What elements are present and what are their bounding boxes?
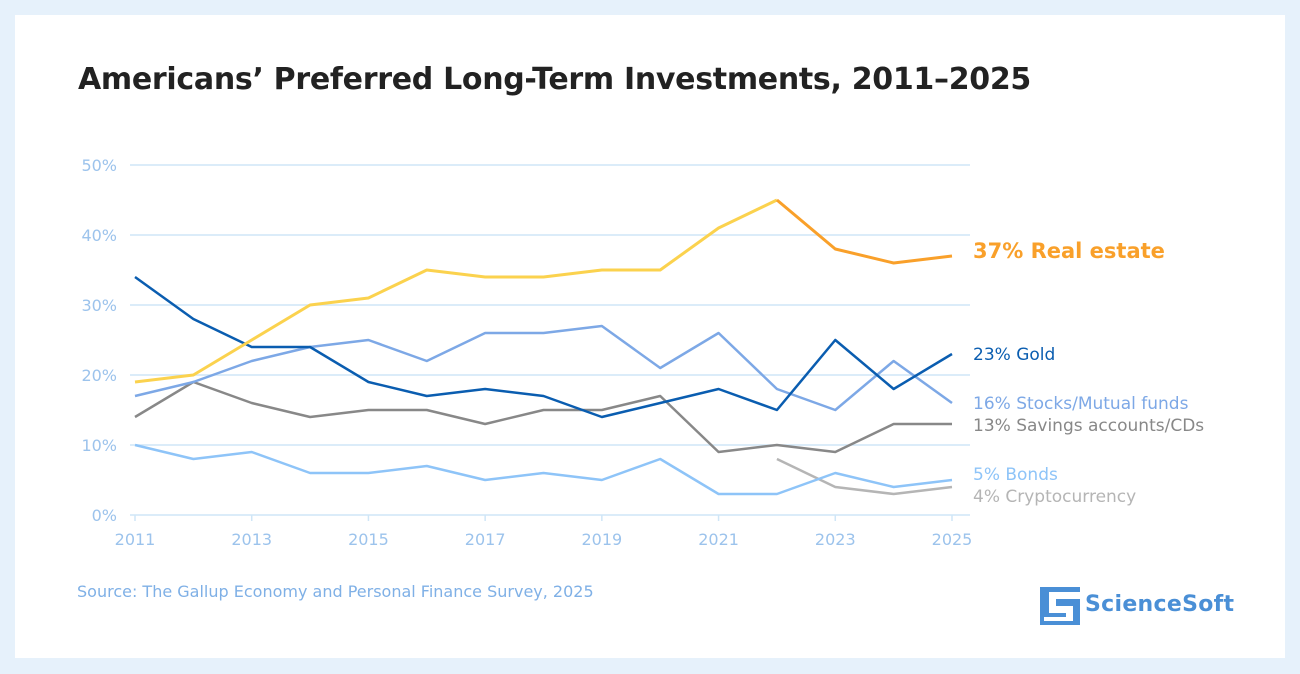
x-tick-label: 2011 (115, 530, 156, 549)
series-label-bonds: 5% Bonds (973, 465, 1058, 485)
series-line-savings-accounts-cds (134, 380, 952, 454)
chart-card: Americans’ Preferred Long-Term Investmen… (15, 15, 1285, 658)
y-tick-label: 0% (92, 506, 117, 525)
x-tick-label: 2013 (231, 530, 272, 549)
y-tick-label: 10% (81, 436, 117, 455)
x-tick-label: 2017 (465, 530, 506, 549)
x-tick-label: 2019 (581, 530, 622, 549)
x-tick-label: 2021 (698, 530, 739, 549)
y-tick-label: 30% (81, 296, 117, 315)
line-chart: 0% 10% 20% 30% 40% 50% 2011 2013 2015 2017 2019 202… (81, 156, 1204, 549)
x-tick-label: 2025 (932, 530, 973, 549)
y-tick-label: 50% (81, 156, 117, 175)
y-tick-label: 20% (81, 366, 117, 385)
series-label-gold: 23% Gold (973, 345, 1055, 365)
series-label-cryptocurrency: 4% Cryptocurrency (973, 487, 1136, 507)
sciencesoft-logo-icon (1040, 587, 1080, 625)
series-label-stocks-mutual-funds: 16% Stocks/Mutual funds (973, 394, 1189, 414)
series-line-bonds (134, 443, 953, 496)
sciencesoft-logo: ScienceSoft (1040, 587, 1248, 625)
x-tick-label: 2015 (348, 530, 389, 549)
source-note: Source: The Gallup Economy and Personal … (77, 582, 594, 601)
series-line-cryptocurrency (776, 457, 953, 496)
series-line-stocks-mutual-funds (134, 324, 953, 412)
y-tick-label: 40% (81, 226, 117, 245)
series-label-savings-accounts-cds: 13% Savings accounts/CDs (973, 416, 1204, 436)
series-label-real-estate: 37% Real estate (973, 239, 1165, 263)
logo-text: ScienceSoft (1085, 592, 1235, 617)
series-line-real-estate (134, 198, 778, 384)
series-line-gold (134, 275, 953, 419)
x-tick-label: 2023 (815, 530, 856, 549)
chart-title: Americans’ Preferred Long-Term Investmen… (78, 62, 1032, 97)
series-line-real-estate-recent (775, 198, 953, 265)
